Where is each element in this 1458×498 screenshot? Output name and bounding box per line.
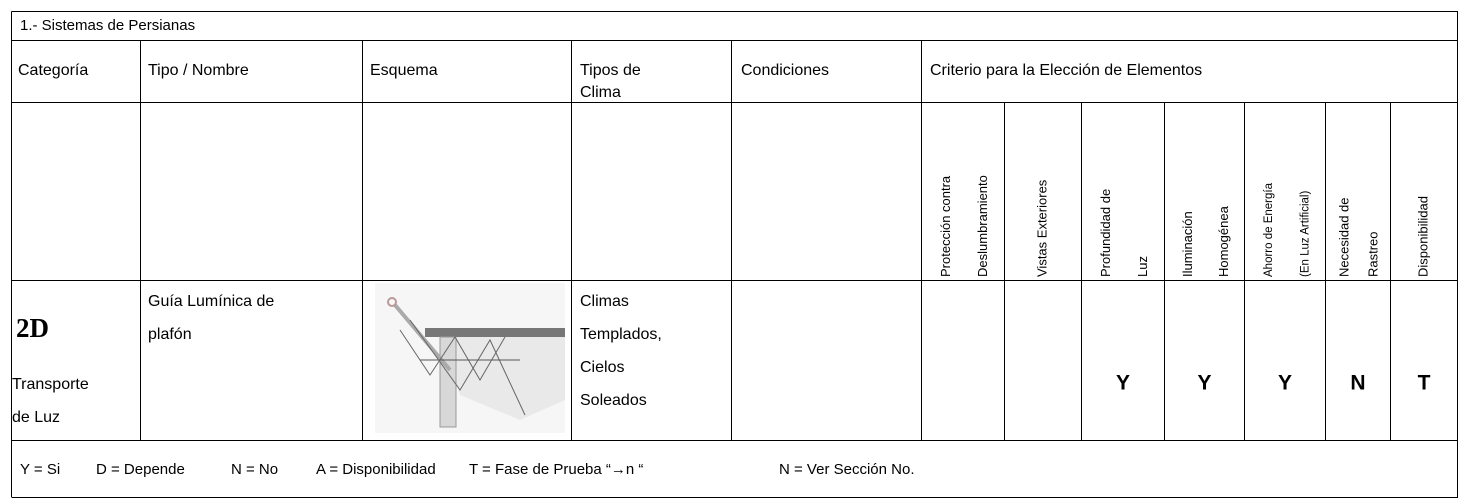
rating: T — [1418, 372, 1431, 395]
criterion-header: Disponibilidad — [1415, 196, 1430, 277]
criterion-header: Deslumbramiento — [975, 175, 990, 277]
row-climate: Soleados — [580, 392, 647, 409]
table-grid — [11, 11, 1458, 498]
legend-item: N = Ver Sección No. — [779, 461, 914, 478]
rating: Y — [1116, 372, 1130, 395]
rating: Y — [1278, 372, 1292, 395]
criterion-header: Rastreo — [1366, 231, 1381, 277]
legend-item: N = No — [231, 461, 278, 478]
legend-item: Y = Si — [20, 461, 60, 478]
criterion-header: Luz — [1135, 256, 1150, 277]
row-type: plafón — [148, 326, 192, 343]
row-climate: Cielos — [580, 359, 624, 376]
legend-item: D = Depende — [96, 461, 185, 478]
header: Esquema — [370, 62, 438, 79]
legend-item: A = Disponibilidad — [316, 461, 436, 478]
criterion-header: Iluminación — [1180, 211, 1195, 277]
criterion-header: Protección contra — [938, 175, 953, 277]
header: Condiciones — [741, 62, 829, 79]
rating: Y — [1197, 372, 1211, 395]
criterion-header: Vistas Exteriores — [1034, 179, 1049, 277]
criterion-header: Necesidad de — [1336, 198, 1351, 278]
header: Criterio para la Elección de Elementos — [930, 62, 1202, 79]
row-code: 2D — [16, 313, 49, 343]
legend-item: T = Fase de Prueba “→n “ — [469, 461, 643, 478]
row-category: de Luz — [12, 409, 60, 426]
row-category: Transporte — [12, 376, 89, 393]
header: Tipos de — [580, 62, 641, 79]
header: Tipo / Nombre — [148, 62, 249, 79]
row-type: Guía Lumínica de — [148, 293, 274, 310]
rating: N — [1350, 372, 1365, 395]
table-title: 1.- Sistemas de Persianas — [20, 17, 195, 34]
criterion-header: Homogénea — [1216, 205, 1231, 277]
header: Clima — [580, 84, 621, 101]
criterion-header: Profundidad de — [1098, 189, 1113, 277]
row-climate: Climas — [580, 293, 629, 310]
row-climate: Templados, — [580, 326, 662, 343]
scheme-illustration — [375, 283, 565, 433]
criterion-header: Ahorro de Energía — [1263, 182, 1275, 277]
header: Categoría — [18, 62, 88, 79]
criterion-header: (En Luz Artificial) — [1299, 191, 1311, 277]
